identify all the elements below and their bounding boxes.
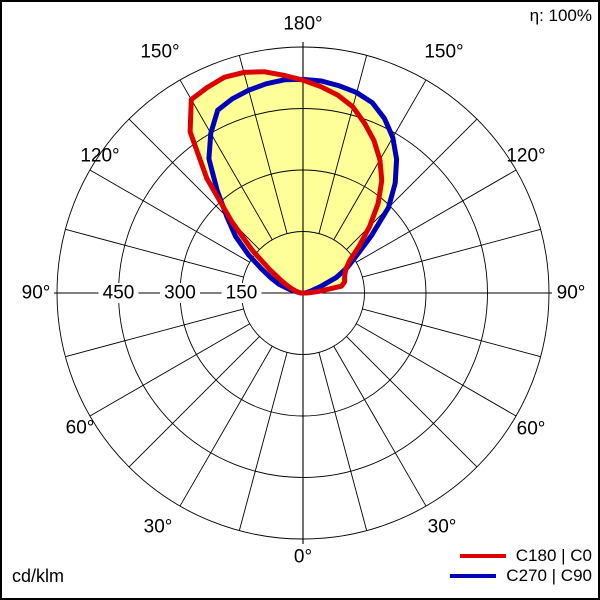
angle-label-30-right: 30° [428, 517, 457, 538]
legend-line-red-icon [459, 554, 506, 558]
radial-tick-bg-150 [221, 283, 262, 303]
radial-tick-label-150: 150 [226, 283, 258, 304]
angle-spoke-345 [238, 352, 288, 531]
angle-spoke-60 [356, 323, 517, 417]
curve-c270-c90 [206, 76, 400, 296]
angle-spoke-75 [362, 308, 541, 358]
angle-label-60-left: 60° [66, 418, 95, 439]
angle-spoke-330 [179, 346, 273, 507]
angle-spoke-105 [362, 228, 541, 278]
radial-tick-bg-300 [160, 283, 200, 303]
angle-label-180: 180° [283, 14, 322, 35]
angle-spoke-240 [89, 169, 250, 263]
legend-label: C180 | C0 [515, 546, 592, 565]
legend-line-blue-icon [450, 574, 497, 578]
curve-c180-c0 [187, 69, 385, 296]
legend-item-c270-c90: C270 | C90 [450, 566, 592, 586]
angle-spoke-45 [346, 336, 478, 468]
angle-spoke-15 [318, 352, 368, 531]
angle-label-30-left: 30° [144, 517, 173, 538]
radial-tick-label-450: 450 [103, 283, 135, 304]
angle-spoke-120 [356, 169, 517, 263]
efficiency-label: η: 100% [529, 6, 592, 25]
angle-label-120-left: 120° [80, 146, 119, 167]
angle-label-150-left: 150° [140, 42, 179, 63]
angle-label-150-right: 150° [424, 42, 463, 63]
angle-spoke-255 [65, 228, 244, 278]
angle-spoke-285 [65, 308, 244, 358]
angle-spoke-195 [238, 55, 288, 234]
angle-label-90-left: 90° [22, 283, 51, 304]
angle-label-60-right: 60° [517, 419, 546, 440]
radial-tick-bg-450 [98, 283, 139, 303]
angle-spoke-165 [318, 55, 368, 234]
angle-label-120-right: 120° [506, 146, 545, 167]
radial-tick-label-300: 300 [164, 283, 196, 304]
angle-label-90-right: 90° [557, 283, 586, 304]
angle-label-0: 0° [294, 547, 312, 568]
legend-item-c180-c0: C180 | C0 [450, 546, 592, 566]
angle-spoke-210 [179, 79, 273, 240]
unit-label: cd/klm [12, 566, 65, 586]
angle-spoke-30 [333, 346, 427, 507]
angle-spoke-300 [89, 323, 250, 417]
angle-spoke-315 [128, 336, 260, 468]
legend: C180 | C0 C270 | C90 [450, 546, 592, 586]
legend-label: C270 | C90 [506, 566, 592, 585]
